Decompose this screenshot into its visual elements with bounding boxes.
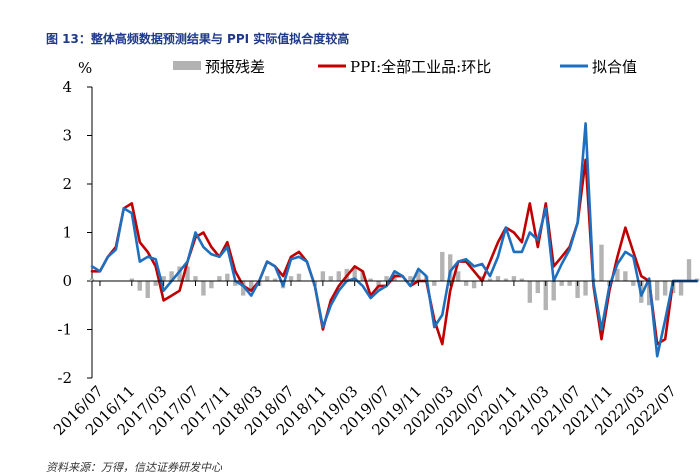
residual-bar (233, 281, 238, 286)
residual-bar (647, 281, 652, 306)
residual-bar (471, 281, 477, 289)
residual-bar (408, 276, 413, 281)
legend-label-fitted: 拟合值 (592, 58, 637, 76)
legend-swatch-residual (173, 61, 201, 70)
residual-bar (678, 281, 684, 296)
y-tick-label: -2 (57, 369, 72, 387)
residual-bar (463, 281, 469, 286)
residual-bar (169, 271, 174, 281)
residual-bar (384, 276, 389, 281)
residual-bar (416, 271, 421, 281)
residual-bar (193, 276, 198, 281)
residual-bar (249, 281, 254, 291)
residual-bar (440, 251, 445, 281)
residual-bar (511, 276, 517, 281)
legend-label-residual: 预报残差 (205, 58, 265, 76)
residual-bar (209, 281, 214, 289)
residual-bar (575, 281, 580, 298)
residual-bar (623, 271, 628, 281)
residual-bar (264, 276, 270, 281)
y-tick-label: 1 (62, 224, 72, 242)
residual-bar (662, 281, 668, 296)
residual-bar (655, 281, 660, 301)
y-tick-label: 2 (62, 175, 72, 193)
legend-label-ppi: PPI:全部工业品:环比 (350, 58, 491, 76)
residual-bar (288, 276, 294, 281)
source-note: 资料来源：万得，信达证券研发中心 (46, 461, 222, 474)
residual-bar (567, 281, 572, 286)
y-axis-unit-label: % (78, 59, 92, 77)
residual-bar (448, 254, 453, 281)
residual-bar (145, 281, 150, 298)
y-tick-label: 0 (62, 272, 72, 290)
residual-bar (360, 271, 365, 281)
residual-bar (272, 278, 278, 281)
residual-bar (495, 276, 501, 281)
residual-bar (225, 273, 230, 281)
residual-bar (503, 278, 509, 281)
residual-bar (551, 281, 556, 301)
residual-bar (455, 271, 461, 281)
residual-bar (583, 281, 588, 296)
series-lines (90, 122, 699, 358)
residual-bar (352, 266, 357, 281)
residual-bar (535, 281, 540, 294)
residual-bar (161, 276, 166, 281)
residual-bar (615, 268, 620, 281)
residual-bar (487, 278, 493, 281)
y-axis: 4 3 2 1 0 -1 -2 (57, 78, 93, 387)
y-tick-label: 4 (62, 78, 72, 96)
residual-bar (559, 281, 564, 286)
legend: 预报残差 PPI:全部工业品:环比 拟合值 (173, 58, 637, 76)
fitted-line (90, 122, 699, 358)
residual-bar (631, 281, 636, 286)
residual-bar (217, 276, 222, 281)
y-tick-label: 3 (62, 127, 72, 145)
residual-bar (185, 266, 190, 281)
residual-bar (328, 276, 334, 281)
residual-bar (368, 278, 373, 281)
ppi-line (90, 158, 699, 346)
residual-bar (177, 266, 182, 281)
residual-bar (241, 281, 246, 296)
residual-bar (519, 278, 525, 281)
y-tick-label: -1 (57, 321, 72, 339)
residual-bar (320, 271, 326, 281)
residual-bar (201, 281, 206, 296)
residual-bar (527, 281, 533, 303)
residual-bar (599, 244, 604, 281)
residual-bar (137, 281, 142, 291)
residual-bar (686, 259, 692, 281)
residual-bar (153, 281, 158, 286)
residual-bar (543, 281, 548, 311)
residual-bar (89, 278, 95, 281)
figure-title: 图 13：整体高频数据预测结果与 PPI 实际值拟合度较高 (46, 32, 350, 46)
x-axis: 2016/072016/112017/032017/072017/112018/… (50, 280, 697, 439)
residual-bar (336, 271, 341, 281)
residual-bar (296, 273, 302, 281)
residual-bar (129, 278, 134, 281)
residual-bar (432, 281, 437, 286)
